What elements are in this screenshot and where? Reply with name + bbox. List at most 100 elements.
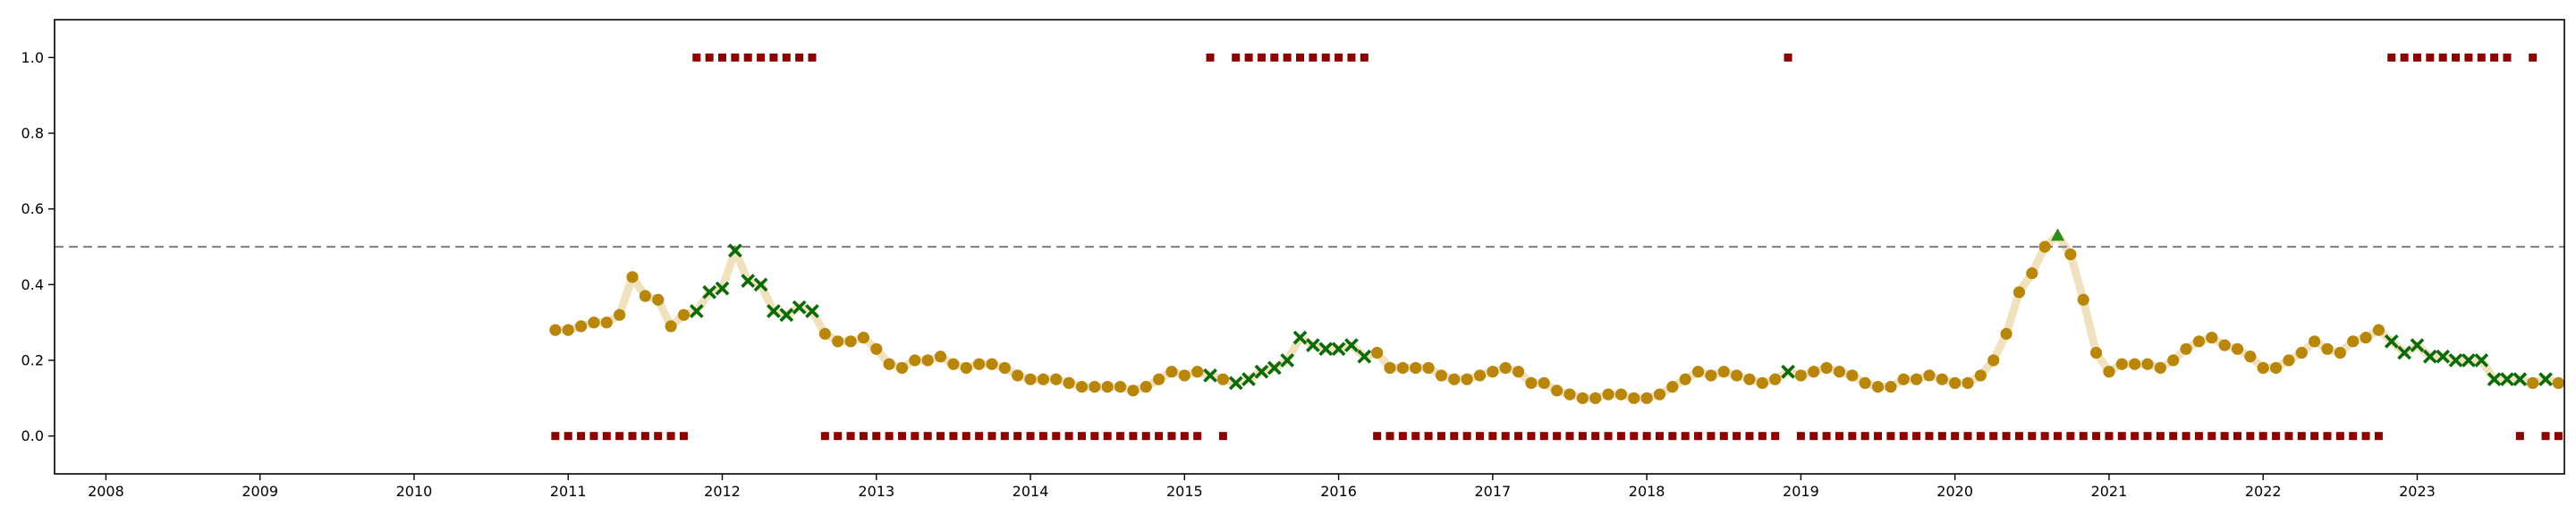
- binary-marker: [1578, 432, 1587, 441]
- probability-point: [1178, 369, 1191, 382]
- probability-point: [2089, 346, 2103, 359]
- binary-marker: [1694, 432, 1703, 441]
- binary-marker: [2272, 432, 2281, 441]
- probability-point: [1512, 366, 1525, 378]
- binary-marker: [859, 432, 868, 441]
- crossover-marker: [727, 243, 742, 258]
- crossover-marker: [1305, 338, 1320, 352]
- probability-point: [1910, 373, 1923, 385]
- probability-point: [1846, 369, 1859, 382]
- binary-marker: [2426, 53, 2435, 62]
- binary-marker: [1784, 53, 1792, 62]
- x-tick-label: 2022: [2245, 483, 2282, 500]
- crossover-marker: [2512, 372, 2528, 387]
- binary-marker: [2079, 432, 2088, 441]
- binary-marker: [2258, 432, 2267, 441]
- probability-point: [1974, 369, 1987, 382]
- binary-marker: [628, 432, 637, 441]
- binary-marker: [731, 53, 740, 62]
- probability-point: [614, 308, 626, 321]
- binary-marker: [2310, 432, 2319, 441]
- probability-point: [895, 361, 909, 375]
- binary-marker: [1616, 432, 1625, 441]
- probability-point: [1833, 366, 1846, 378]
- probability-point: [600, 317, 613, 329]
- x-tick-label: 2019: [1783, 483, 1819, 500]
- probability-point: [2154, 361, 2166, 375]
- crossover-marker: [1228, 376, 1243, 391]
- binary-marker: [1925, 432, 1934, 441]
- probability-point: [1756, 376, 1768, 389]
- probability-point: [1885, 381, 1897, 393]
- probability-point: [2000, 327, 2012, 340]
- binary-marker: [1244, 53, 1253, 62]
- x-tick-label: 2014: [1013, 483, 1049, 500]
- binary-marker: [1989, 432, 1998, 441]
- probability-point: [1705, 369, 1717, 382]
- probability-point: [2372, 324, 2385, 336]
- binary-marker: [1038, 432, 1047, 441]
- binary-marker: [1103, 432, 1112, 441]
- probability-point: [2360, 332, 2372, 344]
- probability-point: [549, 324, 562, 336]
- probability-point: [1769, 373, 1782, 385]
- y-tick-label: 0.2: [21, 352, 44, 369]
- binary-marker: [2529, 53, 2538, 62]
- binary-marker: [757, 53, 766, 62]
- probability-point: [1666, 381, 1679, 393]
- binary-marker: [2515, 432, 2524, 441]
- binary-marker: [1077, 432, 1086, 441]
- binary-marker: [1707, 432, 1716, 441]
- probability-point: [588, 317, 600, 329]
- probability-point: [1089, 381, 1101, 393]
- crossover-marker: [767, 304, 781, 318]
- binary-marker: [1398, 432, 1407, 441]
- probability-point: [818, 327, 831, 340]
- probability-point: [1525, 376, 1538, 389]
- binary-marker: [1257, 53, 1266, 62]
- y-tick-label: 0.4: [21, 276, 44, 293]
- x-tick-label: 2020: [1936, 483, 1973, 500]
- binary-marker: [1655, 432, 1664, 441]
- binary-marker: [1501, 432, 1510, 441]
- x-tick-label: 2018: [1629, 483, 1665, 500]
- x-tick-label: 2011: [550, 483, 587, 500]
- binary-marker: [2503, 53, 2512, 62]
- binary-marker: [1951, 432, 1960, 441]
- probability-point: [2206, 332, 2218, 344]
- crossover-marker: [2397, 345, 2411, 360]
- probability-point: [1499, 361, 1512, 375]
- binary-marker: [2541, 432, 2550, 441]
- binary-marker: [1385, 432, 1394, 441]
- probability-point: [986, 358, 998, 370]
- probability-point: [1538, 376, 1550, 389]
- binary-marker: [885, 432, 894, 441]
- binary-marker: [962, 432, 970, 441]
- probability-point: [1422, 361, 1435, 375]
- binary-marker: [1514, 432, 1523, 441]
- probability-point: [2283, 354, 2295, 367]
- crossover-marker: [2462, 353, 2476, 367]
- probability-point: [677, 308, 691, 321]
- probability-point: [2064, 248, 2077, 261]
- binary-marker: [2452, 53, 2461, 62]
- probability-point: [665, 320, 677, 333]
- y-tick-label: 0.6: [21, 200, 44, 217]
- binary-marker: [589, 432, 598, 441]
- binary-marker: [1232, 53, 1241, 62]
- binary-marker: [1912, 432, 1921, 441]
- probability-point: [1024, 373, 1037, 385]
- binary-marker: [2156, 432, 2165, 441]
- probability-point: [909, 354, 921, 367]
- x-tick-label: 2008: [88, 483, 124, 500]
- crossover-marker: [2538, 372, 2553, 387]
- probability-point: [2026, 267, 2038, 280]
- probability-point: [1717, 366, 1730, 378]
- binary-marker: [1937, 432, 1946, 441]
- probability-point: [2527, 376, 2539, 389]
- binary-marker: [2374, 432, 2383, 441]
- binary-marker: [2117, 432, 2126, 441]
- probability-point: [998, 361, 1011, 375]
- probability-point: [1063, 376, 1075, 389]
- binary-marker: [1309, 53, 1318, 62]
